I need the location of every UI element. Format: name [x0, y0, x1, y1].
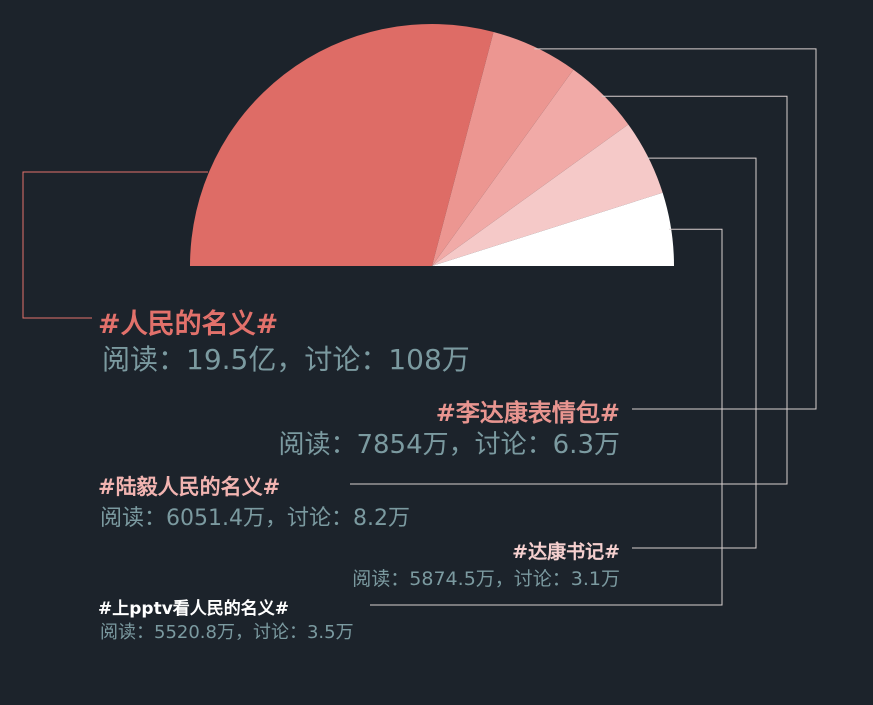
leader-line-pptv	[370, 228, 723, 606]
label-title-lidakang: #李达康表情包#	[435, 399, 620, 427]
pie-slice-pptv	[432, 192, 674, 266]
label-title-luyi: #陆毅人民的名义#	[98, 475, 281, 499]
leader-line-renmin	[22, 171, 208, 319]
pie-slice-lidakang	[432, 31, 574, 266]
leader-line-lidakang	[534, 48, 817, 410]
label-stats-dakang: 阅读：5874.5万，讨论：3.1万	[352, 568, 620, 590]
pie-slice-renmin	[190, 24, 494, 267]
leader-line-dakang	[632, 157, 757, 549]
label-stats-luyi: 阅读：6051.4万，讨论：8.2万	[100, 506, 410, 531]
pie-slice-dakang	[432, 124, 663, 266]
label-title-pptv: #上pptv看人民的名义#	[98, 599, 290, 619]
label-stats-pptv: 阅读：5520.8万，讨论：3.5万	[100, 622, 354, 643]
leader-line-luyi	[350, 95, 788, 485]
label-title-renmin: #人民的名义#	[98, 309, 279, 340]
label-stats-renmin: 阅读：19.5亿，讨论：108万	[102, 343, 470, 376]
label-title-dakang: #达康书记#	[512, 541, 620, 563]
label-stats-lidakang: 阅读：7854万，讨论：6.3万	[278, 430, 620, 460]
pie-slice-luyi	[432, 69, 629, 266]
